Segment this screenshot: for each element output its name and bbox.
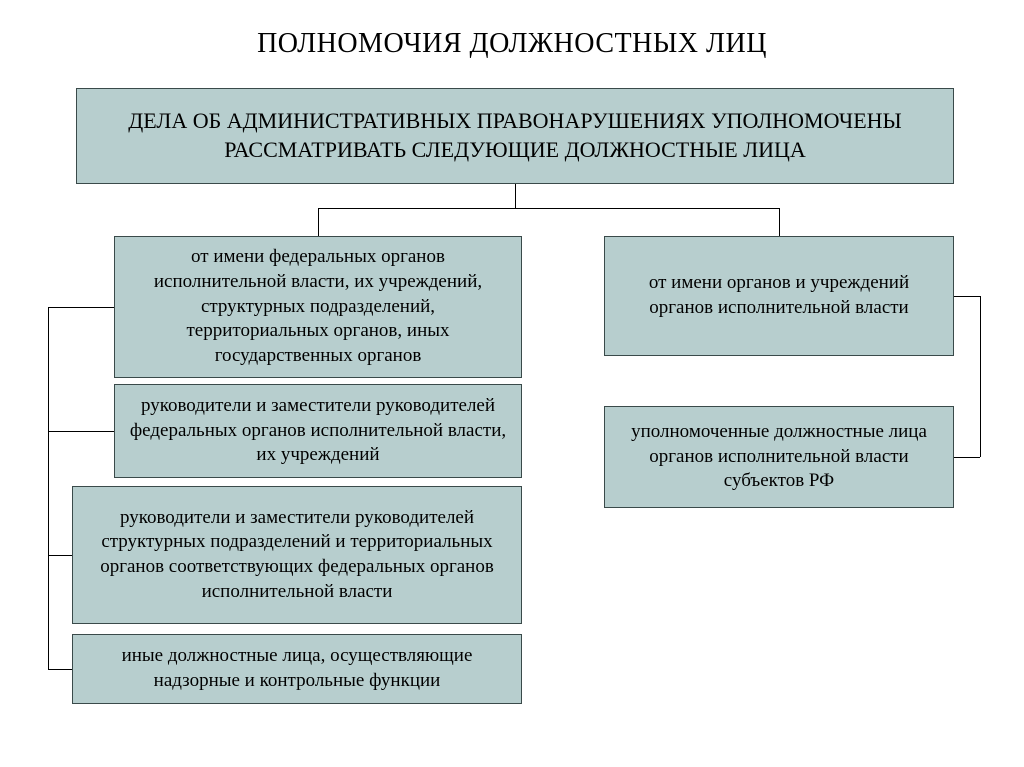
left-sub1-box: руководители и заместители руководителей… <box>114 384 522 478</box>
connector-line <box>48 669 72 670</box>
left-sub3-box: иные должностные лица, осуществляющие на… <box>72 634 522 704</box>
connector-line <box>779 208 780 236</box>
connector-line <box>954 457 980 458</box>
connector-line <box>318 208 319 236</box>
right-main-box: от имени органов и учреждений органов ис… <box>604 236 954 356</box>
connector-line <box>48 307 49 669</box>
root-box: ДЕЛА ОБ АДМИНИСТРАТИВНЫХ ПРАВОНАРУШЕНИЯХ… <box>76 88 954 184</box>
connector-line <box>48 307 114 308</box>
left-main-box: от имени федеральных органов исполнитель… <box>114 236 522 378</box>
connector-line <box>515 184 516 208</box>
connector-line <box>980 296 981 457</box>
connector-line <box>48 555 72 556</box>
connector-line <box>954 296 980 297</box>
connector-line <box>318 208 779 209</box>
page-title: ПОЛНОМОЧИЯ ДОЛЖНОСТНЫХ ЛИЦ <box>0 28 1024 60</box>
left-sub2-box: руководители и заместители руководителей… <box>72 486 522 624</box>
right-sub1-box: уполномоченные должностные лица органов … <box>604 406 954 508</box>
connector-line <box>48 431 114 432</box>
